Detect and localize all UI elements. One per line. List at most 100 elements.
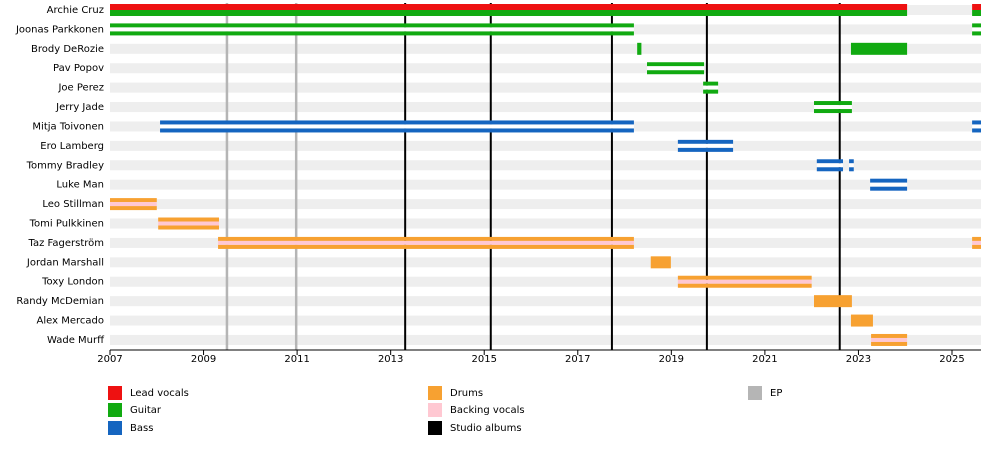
member-name: Leo Stillman — [42, 199, 104, 210]
legend-label: EP — [770, 388, 782, 399]
row-background — [110, 199, 981, 210]
legend-label: Guitar — [130, 405, 162, 416]
bar-band — [870, 182, 908, 187]
member-name: Tommy Bradley — [26, 160, 104, 171]
member-name: Alex Mercado — [37, 316, 104, 327]
bar-band — [160, 124, 634, 129]
bar-band — [972, 244, 981, 249]
bar-band — [849, 167, 854, 172]
row-background — [110, 160, 981, 171]
bar-band — [849, 163, 854, 168]
bar-band — [647, 70, 705, 75]
row-background — [110, 82, 981, 93]
bar-band — [110, 4, 908, 10]
member-name: Toxy London — [41, 277, 104, 288]
member-bar — [637, 42, 642, 55]
bar-band — [849, 159, 854, 164]
member-name: Mitja Toivonen — [32, 121, 104, 132]
member-name: Joonas Parkkonen — [15, 24, 104, 35]
member-bar — [871, 333, 908, 346]
bar-band — [870, 178, 908, 183]
bar-band — [110, 202, 157, 207]
bar-band — [972, 31, 981, 36]
member-bar — [647, 62, 705, 75]
bar-band — [218, 236, 634, 241]
member-bar — [850, 314, 873, 327]
bar-band — [814, 105, 852, 110]
legend-label: Bass — [130, 423, 153, 434]
bar-band — [110, 31, 634, 36]
legend-swatch — [748, 386, 762, 400]
bar-band — [677, 283, 812, 288]
legend-swatch — [428, 386, 442, 400]
bar-band — [650, 256, 671, 269]
bar-band — [871, 337, 908, 342]
member-bar — [972, 120, 981, 133]
bar-band — [871, 341, 908, 346]
x-tick-label: 2023 — [846, 354, 871, 365]
member-bar — [850, 42, 908, 55]
bar-band — [703, 81, 719, 86]
member-bar — [814, 295, 852, 308]
row-background — [110, 102, 981, 113]
member-bar — [972, 23, 981, 36]
member-bar — [677, 139, 734, 152]
bar-band — [218, 244, 634, 249]
bar-band — [110, 10, 908, 16]
bar-band — [158, 221, 219, 226]
row-background — [110, 315, 981, 326]
bar-band — [160, 120, 634, 125]
row-background — [110, 179, 981, 190]
member-bar — [110, 23, 634, 36]
member-bar — [972, 4, 981, 16]
member-name: Luke Man — [56, 180, 104, 191]
bar-band — [158, 225, 219, 230]
member-name: Brody DeRozie — [31, 44, 104, 55]
member-bar — [110, 4, 908, 16]
bar-band — [814, 101, 852, 106]
row-background — [110, 63, 981, 74]
bar-band — [972, 10, 981, 16]
member-name: Joe Perez — [57, 83, 104, 94]
bar-band — [972, 128, 981, 133]
x-tick-label: 2017 — [565, 354, 590, 365]
bar-band — [110, 198, 157, 203]
member-bar — [650, 256, 671, 269]
x-tick-label: 2015 — [471, 354, 496, 365]
row-background — [110, 296, 981, 307]
row-background — [110, 276, 981, 287]
legend-swatch — [428, 421, 442, 435]
bar-band — [637, 42, 642, 55]
legend-swatch — [108, 386, 122, 400]
bar-band — [871, 333, 908, 338]
bar-band — [972, 4, 981, 10]
bar-band — [677, 279, 812, 284]
member-name: Ero Lamberg — [40, 141, 104, 152]
bar-band — [158, 217, 219, 222]
x-tick-label: 2013 — [378, 354, 403, 365]
legend-swatch — [428, 403, 442, 417]
bar-band — [703, 85, 719, 90]
bar-band — [677, 147, 734, 152]
legend-swatch — [108, 421, 122, 435]
legend-label: Studio albums — [450, 423, 522, 434]
bar-band — [816, 163, 844, 168]
bar-band — [677, 275, 812, 280]
legend-label: Lead vocals — [130, 388, 189, 399]
member-bar — [158, 217, 219, 230]
x-tick-label: 2019 — [659, 354, 684, 365]
bar-band — [814, 295, 852, 308]
bar-band — [816, 159, 844, 164]
member-bar — [870, 178, 908, 191]
legend-label: Backing vocals — [450, 405, 525, 416]
bar-band — [814, 109, 852, 114]
bar-band — [160, 128, 634, 133]
legend-swatch — [108, 403, 122, 417]
bar-band — [850, 314, 873, 327]
bar-band — [110, 27, 634, 32]
member-bar — [972, 236, 981, 249]
row-background — [110, 43, 981, 54]
member-name: Wade Murff — [47, 335, 105, 346]
bar-band — [870, 186, 908, 191]
